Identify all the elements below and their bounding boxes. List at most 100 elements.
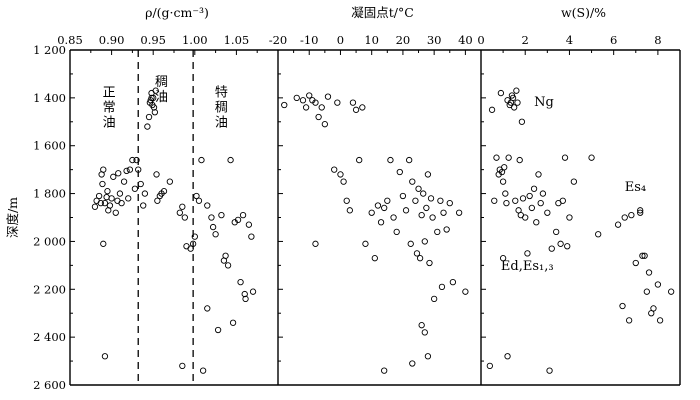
- data-point: [116, 190, 124, 197]
- data-point: [535, 171, 542, 178]
- data-point: [104, 188, 111, 195]
- data-point: [237, 278, 244, 286]
- data-point: [595, 231, 602, 238]
- data-point: [133, 156, 140, 164]
- data-point: [218, 211, 225, 219]
- data-point: [106, 202, 114, 209]
- data-point: [95, 192, 103, 200]
- x-tick-label: 0: [337, 33, 344, 47]
- data-point: [486, 362, 493, 370]
- y-tick-label: 2 600: [33, 378, 66, 392]
- x-tick-label: 40: [458, 33, 473, 47]
- data-point: [331, 166, 338, 173]
- data-point: [399, 192, 407, 200]
- data-point: [416, 255, 424, 262]
- data-point: [101, 353, 109, 360]
- data-point: [420, 190, 427, 197]
- data-point: [242, 295, 249, 303]
- data-point: [343, 197, 350, 204]
- data-point: [181, 214, 188, 221]
- data-point: [153, 171, 160, 178]
- y-tick-label: 2 400: [33, 330, 66, 344]
- data-point: [245, 221, 253, 228]
- data-point: [150, 94, 157, 102]
- data-point: [533, 219, 540, 226]
- data-point: [449, 278, 457, 286]
- data-point: [152, 87, 159, 94]
- data-point: [455, 209, 463, 216]
- data-point: [112, 209, 119, 216]
- data-point: [518, 118, 526, 125]
- data-point: [129, 156, 136, 164]
- data-point: [570, 178, 578, 185]
- data-point: [493, 154, 500, 161]
- data-point: [526, 192, 533, 200]
- panel-title: 凝固点t/°C: [351, 5, 414, 20]
- data-point: [115, 170, 122, 177]
- data-point: [154, 197, 161, 204]
- data-point: [166, 178, 173, 185]
- data-point: [99, 180, 106, 188]
- data-point: [126, 166, 134, 173]
- data-point: [539, 190, 547, 197]
- data-point: [424, 353, 432, 360]
- data-point: [209, 223, 217, 231]
- data-point: [248, 233, 255, 240]
- data-point: [418, 322, 425, 329]
- data-point: [509, 94, 517, 102]
- data-point: [131, 185, 139, 192]
- data-point: [189, 240, 197, 247]
- data-point: [212, 231, 219, 238]
- data-point: [530, 185, 538, 192]
- data-point: [97, 199, 104, 207]
- data-point: [619, 302, 626, 310]
- data-point: [179, 203, 186, 210]
- region-label: Ng: [534, 95, 554, 110]
- data-point: [561, 154, 569, 161]
- data-point: [193, 192, 200, 200]
- y-tick-label: 2 000: [33, 234, 66, 248]
- data-point: [522, 214, 529, 221]
- data-point: [100, 166, 107, 173]
- data-point: [440, 209, 447, 216]
- data-point: [641, 252, 648, 259]
- data-point: [418, 211, 425, 219]
- data-point: [637, 207, 644, 214]
- data-point: [374, 202, 382, 209]
- data-point: [110, 173, 117, 180]
- data-point: [120, 178, 128, 185]
- data-point: [544, 209, 551, 216]
- data-point: [431, 295, 438, 303]
- data-point: [315, 113, 322, 121]
- axis-labels: 深度/m 1 200 1 400 1 600 1 800 2 000 2 200 2 400 2…: [5, 43, 66, 392]
- data-point: [199, 367, 207, 374]
- data-point: [421, 238, 428, 245]
- data-point: [224, 262, 232, 269]
- x-tick-label: -20: [269, 33, 288, 47]
- data-point: [324, 93, 332, 100]
- x-tick-label: 1.05: [224, 33, 250, 47]
- data-point: [137, 180, 144, 188]
- data-point: [381, 367, 388, 374]
- data-point: [208, 214, 215, 221]
- data-point: [356, 156, 363, 164]
- x-tick-label: -10: [300, 33, 319, 47]
- data-point: [513, 87, 520, 94]
- data-point: [368, 209, 375, 216]
- data-point: [150, 104, 158, 111]
- y-tick-label: 1 200: [33, 43, 66, 57]
- x-tick-label: 1.00: [182, 33, 208, 47]
- data-point: [654, 281, 662, 288]
- y-axis-label: 深度/m: [5, 197, 20, 238]
- data-point: [222, 252, 229, 259]
- x-tick-label: 6: [610, 33, 617, 47]
- x-tick-label: 0.95: [140, 33, 166, 47]
- data-point: [204, 202, 211, 209]
- data-point: [241, 290, 248, 298]
- data-point: [632, 259, 639, 267]
- x-tick-label: 10: [364, 33, 379, 47]
- data-point: [643, 288, 650, 295]
- data-point: [362, 240, 369, 247]
- data-point: [516, 156, 523, 164]
